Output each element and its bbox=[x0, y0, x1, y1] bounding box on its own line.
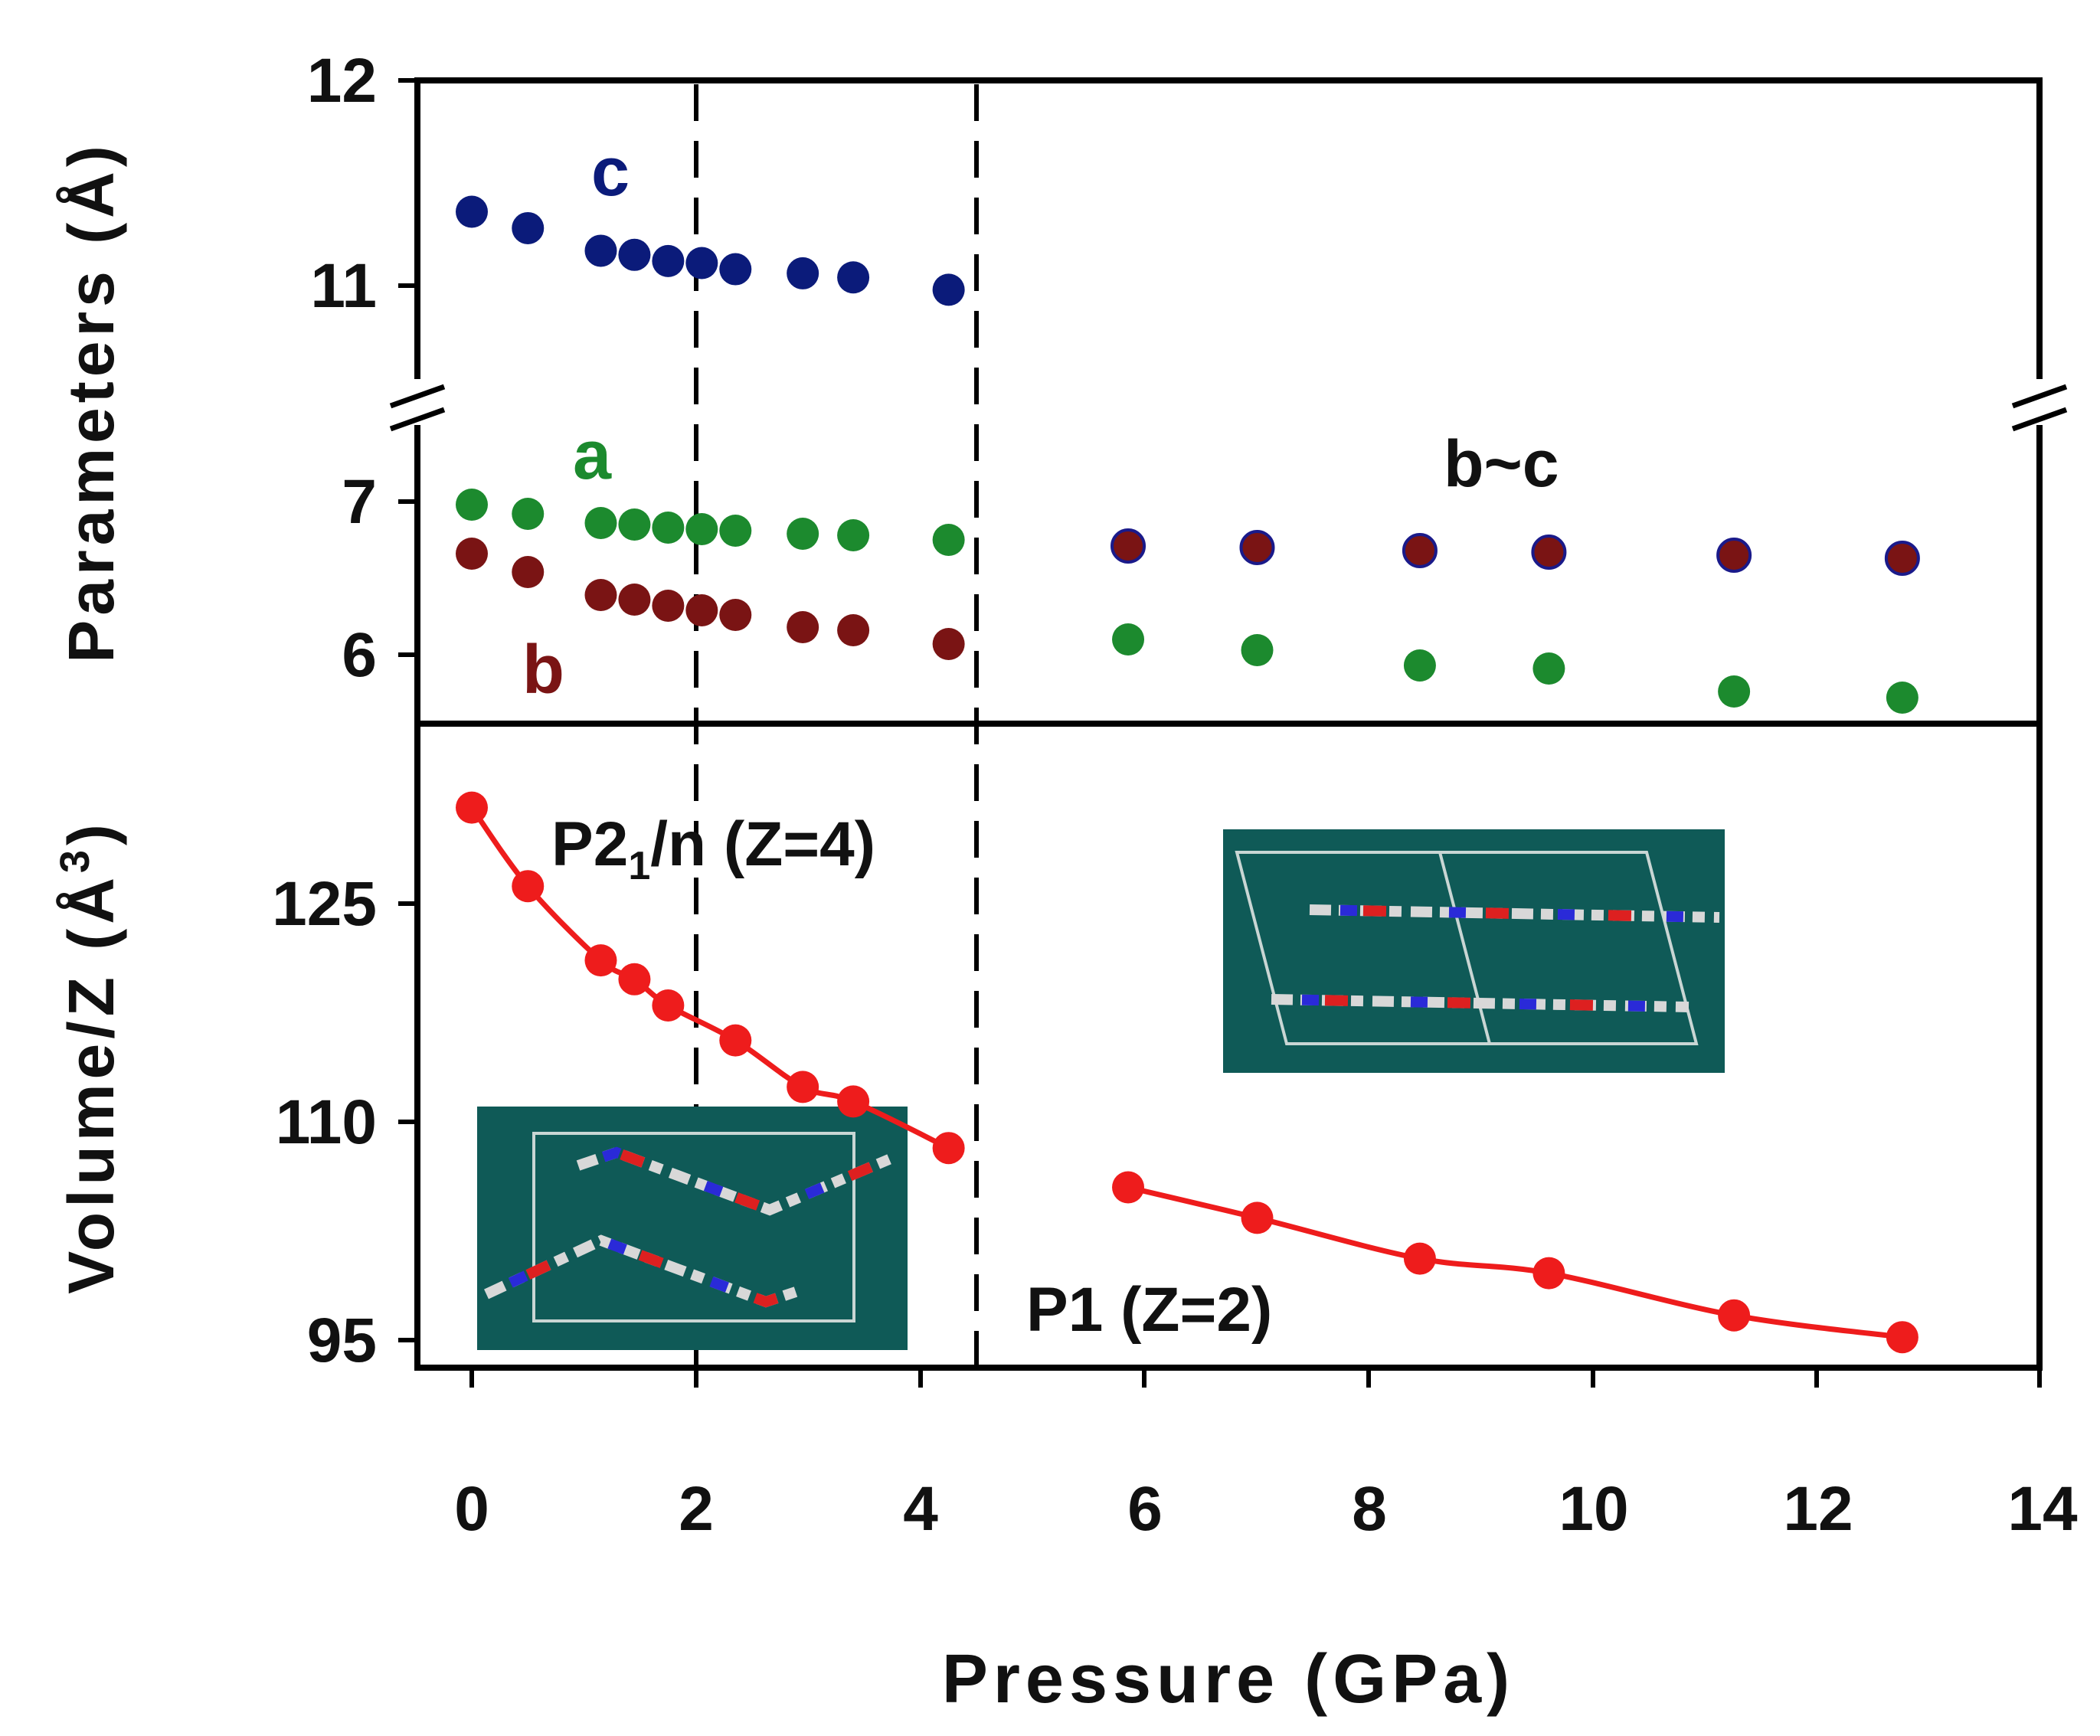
volume-point-0-4 bbox=[652, 989, 685, 1022]
point-a-4 bbox=[652, 512, 685, 544]
y-tick-labels: 12 11 7 6 125 110 95 bbox=[272, 46, 377, 1375]
volume-point-1-1 bbox=[1241, 1201, 1274, 1234]
phase-label-p1: P1 (Z=2) bbox=[1026, 1275, 1272, 1345]
point-a-9 bbox=[932, 524, 965, 556]
point-c-8 bbox=[837, 261, 870, 294]
point-c-1 bbox=[512, 211, 545, 244]
x-tick-labels: 0 2 4 6 8 10 12 14 bbox=[454, 1474, 2078, 1544]
xtick-label-6: 6 bbox=[1127, 1474, 1163, 1544]
series-label-a: a bbox=[573, 417, 612, 494]
point-a-10 bbox=[1112, 623, 1145, 655]
volume-point-0-6 bbox=[787, 1071, 819, 1103]
phase-label-p21n: P21/n (Z=4) bbox=[551, 809, 875, 888]
xtick-label-2: 2 bbox=[679, 1474, 714, 1544]
point-b-5 bbox=[685, 594, 718, 626]
xtick-label-0: 0 bbox=[454, 1474, 489, 1544]
point-b-12 bbox=[1402, 533, 1438, 568]
point-b-1 bbox=[512, 556, 545, 588]
point-a-11 bbox=[1241, 634, 1274, 666]
volume-point-1-5 bbox=[1886, 1321, 1918, 1354]
point-c-4 bbox=[652, 244, 685, 277]
point-c-9 bbox=[932, 273, 965, 306]
x-axis-label: Pressure (GPa) bbox=[942, 1641, 1515, 1718]
volume-point-0-1 bbox=[512, 870, 545, 903]
point-b-8 bbox=[837, 614, 870, 646]
point-c-7 bbox=[787, 257, 819, 289]
inset-p1-structure bbox=[1223, 829, 1725, 1073]
volume-point-1-3 bbox=[1532, 1257, 1565, 1290]
point-a-1 bbox=[512, 498, 545, 530]
inset-p21n-structure bbox=[477, 1107, 908, 1350]
ytick-110: 110 bbox=[276, 1087, 377, 1157]
point-c-5 bbox=[685, 247, 718, 280]
point-b-10 bbox=[1111, 528, 1146, 564]
xtick-label-14: 14 bbox=[2007, 1474, 2078, 1544]
point-b-2 bbox=[584, 579, 617, 611]
data-marks bbox=[456, 195, 1920, 1354]
point-b-15 bbox=[1884, 541, 1920, 576]
volume-point-0-2 bbox=[584, 944, 617, 977]
point-a-12 bbox=[1403, 649, 1436, 682]
point-a-14 bbox=[1718, 675, 1751, 708]
xtick-label-4: 4 bbox=[903, 1474, 938, 1544]
ytick-12: 12 bbox=[307, 46, 377, 116]
point-c-0 bbox=[456, 195, 488, 228]
series-label-c: c bbox=[591, 134, 630, 211]
point-c-3 bbox=[618, 238, 651, 271]
point-a-3 bbox=[618, 508, 651, 541]
xtick-label-12: 12 bbox=[1783, 1474, 1853, 1544]
point-a-2 bbox=[584, 507, 617, 539]
point-a-6 bbox=[719, 515, 752, 547]
xtick-label-8: 8 bbox=[1352, 1474, 1387, 1544]
bottom-y-axis-label: Volume/Z (Å3) bbox=[52, 819, 127, 1294]
axis-break-right bbox=[2011, 379, 2068, 432]
point-a-5 bbox=[685, 513, 718, 545]
point-a-0 bbox=[456, 489, 488, 521]
b-approx-c-label: b~c bbox=[1444, 427, 1559, 501]
volume-point-0-8 bbox=[932, 1132, 965, 1165]
top-y-axis-label: Parameters (Å) bbox=[55, 141, 127, 663]
xtick-label-10: 10 bbox=[1559, 1474, 1628, 1544]
volume-point-1-0 bbox=[1112, 1171, 1145, 1204]
point-a-13 bbox=[1532, 652, 1565, 685]
ytick-125: 125 bbox=[272, 869, 377, 939]
volume-point-0-3 bbox=[618, 963, 651, 996]
axis-ticks bbox=[398, 78, 2042, 1388]
point-a-8 bbox=[837, 519, 870, 551]
point-a-15 bbox=[1886, 682, 1918, 714]
point-b-0 bbox=[456, 538, 488, 570]
ytick-11: 11 bbox=[310, 251, 377, 321]
ytick-7: 7 bbox=[342, 467, 377, 537]
series-label-b: b bbox=[522, 632, 564, 708]
point-b-14 bbox=[1716, 538, 1752, 573]
point-b-6 bbox=[719, 599, 752, 631]
point-b-13 bbox=[1531, 535, 1567, 570]
top-panel-frame bbox=[414, 77, 2043, 727]
volume-point-1-2 bbox=[1403, 1242, 1436, 1275]
ytick-6: 6 bbox=[342, 620, 377, 690]
volume-point-0-7 bbox=[837, 1085, 870, 1118]
point-b-4 bbox=[652, 590, 685, 622]
point-b-9 bbox=[932, 628, 965, 660]
bottom-panel-frame bbox=[414, 721, 2043, 1371]
volume-point-0-0 bbox=[456, 791, 488, 824]
volume-point-1-4 bbox=[1718, 1299, 1751, 1332]
point-c-6 bbox=[719, 253, 752, 286]
point-b-7 bbox=[787, 611, 819, 643]
point-a-7 bbox=[787, 518, 819, 550]
point-b-3 bbox=[618, 584, 651, 616]
point-b-11 bbox=[1239, 530, 1275, 565]
point-c-2 bbox=[584, 234, 617, 267]
ytick-95: 95 bbox=[307, 1306, 377, 1375]
axis-break-left bbox=[389, 379, 446, 432]
volume-point-0-5 bbox=[719, 1024, 752, 1057]
